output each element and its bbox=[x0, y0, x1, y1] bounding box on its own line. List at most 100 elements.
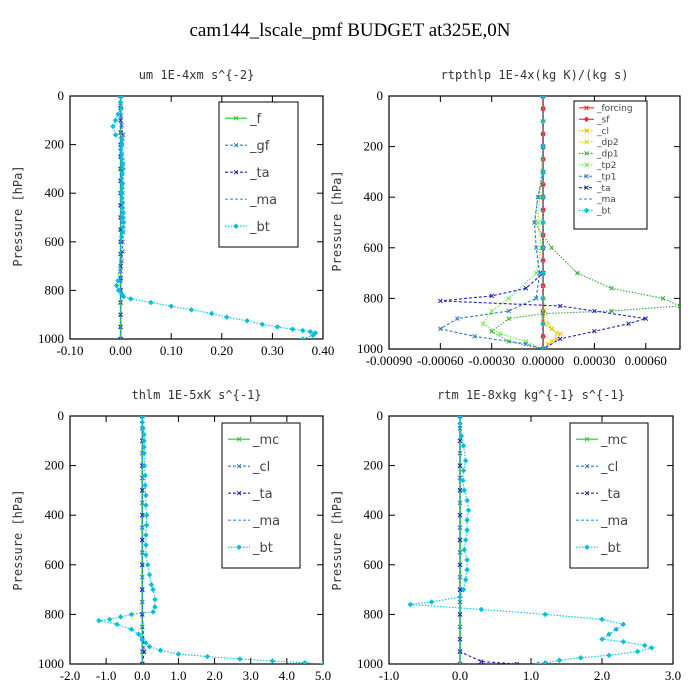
series-point bbox=[143, 522, 150, 528]
legend-label: _forcing bbox=[596, 104, 633, 114]
series-point bbox=[139, 488, 145, 493]
legend-marker bbox=[584, 105, 589, 111]
series-point bbox=[457, 562, 463, 568]
series-point bbox=[462, 457, 469, 464]
legend-marker bbox=[584, 173, 589, 179]
y-tick-label: 1000 bbox=[357, 341, 383, 356]
series-point bbox=[542, 611, 549, 618]
legend-label: _gf bbox=[249, 139, 270, 154]
series-point bbox=[620, 621, 627, 628]
x-tick-label: 0.00000 bbox=[522, 353, 564, 368]
series-group bbox=[110, 96, 319, 339]
legend-label: _sf bbox=[596, 115, 610, 125]
series-point bbox=[118, 151, 125, 158]
legend-box bbox=[221, 422, 301, 569]
legend-label: _dp1 bbox=[596, 150, 619, 160]
legend-label: _ta bbox=[596, 184, 611, 194]
legend-label: _cl bbox=[596, 127, 609, 137]
series-point bbox=[626, 321, 632, 327]
series-point bbox=[523, 285, 529, 291]
series-group bbox=[407, 416, 655, 664]
series-point bbox=[112, 117, 119, 124]
y-tick-label: 1000 bbox=[38, 331, 64, 346]
series-point bbox=[462, 537, 469, 543]
series-point bbox=[274, 323, 281, 330]
series-point bbox=[115, 111, 121, 118]
series-point bbox=[140, 425, 146, 432]
y-tick-label: 0 bbox=[377, 408, 384, 423]
series-point bbox=[407, 601, 414, 608]
series-point bbox=[643, 316, 649, 321]
legend-label: _tp2 bbox=[596, 161, 616, 171]
series-point bbox=[506, 296, 512, 301]
panel-title: rtm 1E-8xkg kg^{-1} s^{-1} bbox=[437, 388, 625, 402]
x-tick-label: 0.0 bbox=[452, 668, 468, 683]
series-point bbox=[141, 462, 148, 469]
series-point bbox=[119, 180, 126, 187]
legend-label: _cl bbox=[252, 460, 270, 475]
series-point bbox=[514, 661, 520, 664]
series-point bbox=[599, 636, 605, 643]
series-point bbox=[146, 571, 153, 578]
series-point bbox=[143, 532, 149, 538]
series-point bbox=[549, 339, 554, 344]
series-point bbox=[592, 308, 597, 314]
x-tick-label: 1.0 bbox=[523, 668, 539, 683]
series-point bbox=[457, 438, 463, 444]
legend-label: _dp2 bbox=[596, 138, 619, 148]
series-point bbox=[120, 214, 126, 221]
legend-box bbox=[573, 100, 648, 230]
series-point bbox=[540, 96, 546, 99]
y-tick-label: 400 bbox=[364, 189, 384, 204]
series-point bbox=[142, 482, 149, 489]
plot-frame bbox=[69, 95, 324, 340]
x-tick-label: 0.00060 bbox=[625, 353, 667, 368]
series-point bbox=[118, 117, 123, 123]
legend-label: _ta bbox=[600, 487, 621, 502]
legend: _mc _cl _ta _ma _bt bbox=[569, 422, 649, 569]
legend-label: _ma bbox=[596, 195, 616, 205]
legend-marker bbox=[584, 139, 589, 145]
series-point bbox=[464, 527, 470, 533]
legend-label: _ta bbox=[252, 487, 273, 502]
series-point bbox=[660, 296, 666, 301]
series-point bbox=[462, 576, 469, 583]
x-tick-label: 0.10 bbox=[160, 343, 183, 358]
x-tick-label: 5.0 bbox=[315, 668, 331, 683]
x-tick-label: 0.00030 bbox=[573, 353, 615, 368]
series-point bbox=[457, 512, 463, 518]
y-tick-label: 200 bbox=[45, 137, 65, 152]
series-point bbox=[457, 587, 463, 592]
series-point bbox=[542, 659, 549, 664]
series-point bbox=[204, 653, 211, 660]
series-point bbox=[606, 631, 612, 638]
series-point bbox=[557, 336, 563, 342]
series-point bbox=[460, 586, 467, 593]
series-point bbox=[120, 293, 127, 300]
series-point bbox=[554, 336, 560, 342]
series-point bbox=[461, 547, 468, 553]
series-point bbox=[96, 617, 102, 624]
y-tick-label: 1000 bbox=[357, 656, 383, 671]
x-tick-label: 2.0 bbox=[206, 668, 222, 683]
series-point bbox=[549, 326, 554, 332]
series-point bbox=[549, 245, 554, 251]
y-tick-label: 0 bbox=[377, 88, 384, 103]
panel-2: rtpthlp 1E-4x(kg K)/(kg s) Pressure [hPa]… bbox=[330, 68, 681, 368]
series-point bbox=[506, 308, 512, 314]
series-point bbox=[535, 194, 541, 200]
series-point bbox=[478, 659, 484, 664]
series-point bbox=[157, 647, 164, 654]
series-point bbox=[139, 661, 145, 664]
legend-marker bbox=[236, 544, 242, 551]
series-point bbox=[148, 581, 155, 588]
x-tick-label: -0.00060 bbox=[417, 353, 464, 368]
series-point bbox=[188, 306, 195, 313]
y-tick-label: 800 bbox=[45, 606, 65, 621]
panel-1: um 1E-4xm s^{-2} Pressure [hPa] 0 200 400 600… bbox=[11, 68, 334, 358]
y-axis-label: Pressure [hPa] bbox=[330, 489, 344, 590]
series-point bbox=[259, 321, 266, 328]
legend: _mc _cl _ta _ma _bt bbox=[221, 422, 301, 569]
series-point bbox=[609, 308, 614, 314]
series-point bbox=[128, 626, 135, 633]
